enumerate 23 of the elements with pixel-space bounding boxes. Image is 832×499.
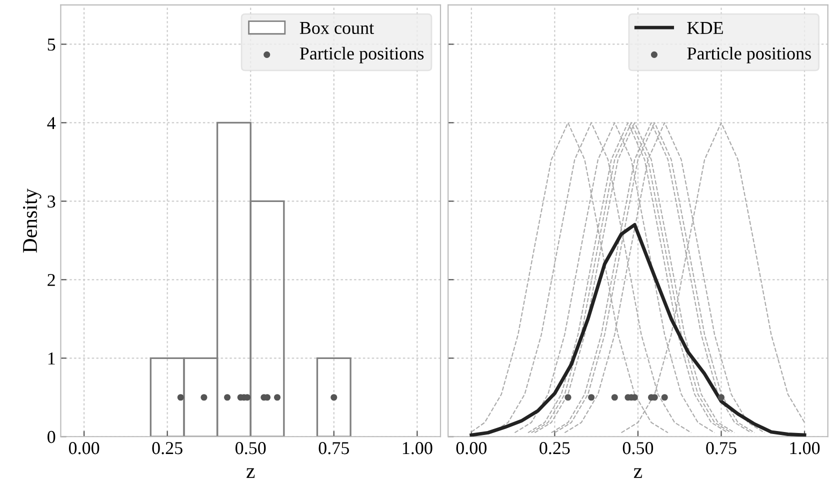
x-tick-label: 1.00 <box>402 442 432 454</box>
x-tick-label: 0.25 <box>152 442 182 454</box>
x-tick-label: 0.25 <box>540 442 570 454</box>
x-tick-label: 0.00 <box>68 442 100 454</box>
y-tick-label: 4 <box>47 117 56 129</box>
legend-label: Particle positions <box>300 46 424 64</box>
y-tick-label: 0 <box>48 430 56 444</box>
x-tick-label: 0.50 <box>236 442 266 454</box>
y-tick-label: 3 <box>48 195 56 208</box>
x-axis-title: z <box>246 468 255 478</box>
y-axis-title: Density <box>23 188 42 253</box>
x-tick-label: 0.75 <box>706 442 736 454</box>
y-tick-label: 2 <box>48 274 55 286</box>
x-axis-title: z <box>634 468 642 478</box>
y-tick-label: 5 <box>48 38 56 51</box>
y-tick-label: 1 <box>48 352 55 364</box>
x-tick-label: 0.75 <box>318 442 349 454</box>
x-tick-label: 0.00 <box>456 442 487 454</box>
x-tick-label: 0.50 <box>622 442 654 454</box>
legend-label: Particle positions <box>687 46 811 64</box>
legend-label: KDE <box>687 22 723 34</box>
legend-label: Box count <box>300 22 374 34</box>
x-tick-label: 1.00 <box>790 442 820 454</box>
